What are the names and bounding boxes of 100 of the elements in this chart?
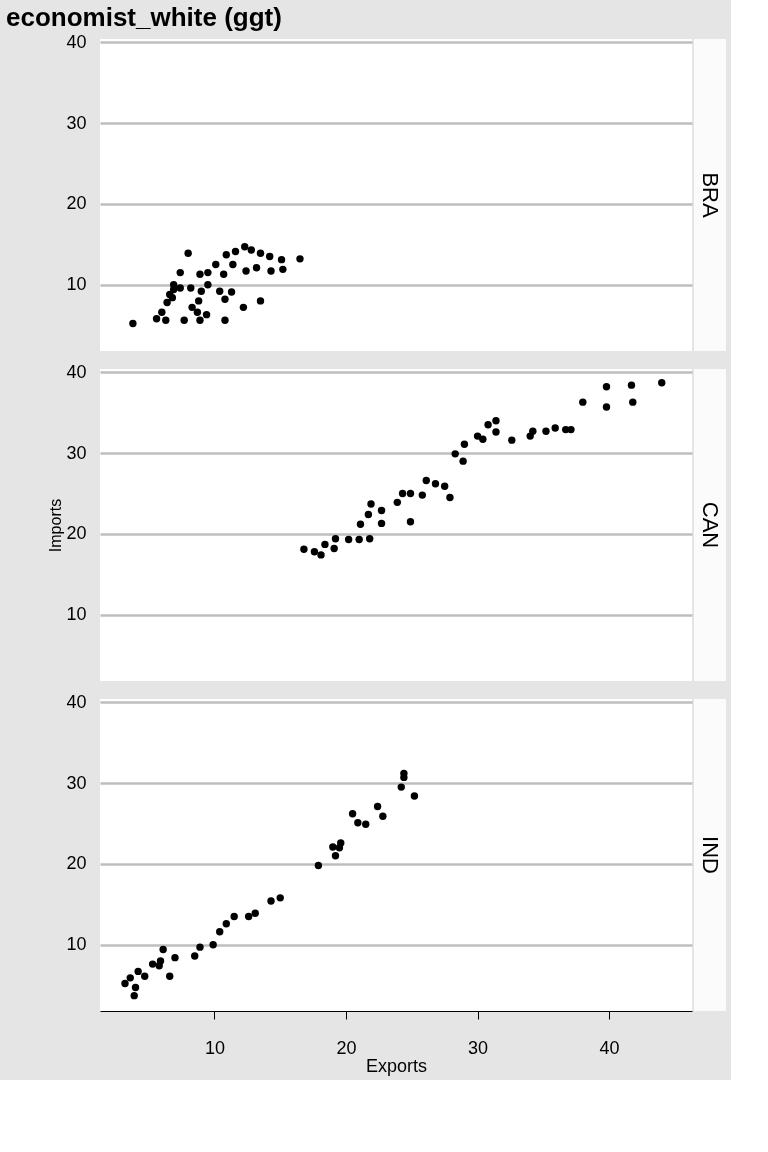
point: [126, 974, 134, 982]
point: [216, 287, 224, 295]
point: [134, 967, 142, 976]
point: [227, 288, 236, 296]
point: [148, 960, 157, 968]
point: [256, 297, 265, 305]
point: [362, 820, 370, 828]
point: [156, 957, 165, 965]
point: [219, 270, 228, 278]
point: [460, 440, 469, 448]
x-tick-label: 20: [336, 1037, 357, 1058]
point: [131, 983, 140, 992]
point: [187, 284, 195, 292]
point: [335, 844, 344, 852]
point: [602, 383, 611, 391]
point: [344, 535, 353, 544]
point: [300, 545, 308, 553]
point: [196, 943, 204, 951]
point: [542, 427, 550, 435]
point: [256, 249, 265, 257]
point: [222, 251, 230, 259]
x-tick-label: 40: [599, 1037, 620, 1058]
point: [247, 246, 255, 254]
point: [331, 535, 340, 543]
point: [129, 319, 137, 328]
y-tick-label: 30: [66, 772, 87, 793]
point: [398, 489, 407, 498]
point: [159, 945, 167, 954]
point: [410, 792, 419, 800]
point: [204, 268, 212, 277]
point: [397, 783, 405, 791]
point: [354, 818, 362, 827]
point: [567, 425, 575, 434]
point: [130, 991, 138, 1000]
y-tick-label: 40: [66, 361, 87, 382]
point: [251, 909, 259, 917]
point: [229, 260, 237, 269]
point: [152, 314, 161, 323]
point: [508, 436, 516, 444]
point: [184, 249, 192, 257]
point: [629, 398, 637, 406]
point: [266, 252, 274, 261]
point: [658, 379, 666, 387]
point: [379, 812, 387, 820]
point: [176, 284, 184, 292]
point: [393, 498, 402, 507]
point: [277, 255, 286, 264]
point: [529, 427, 537, 435]
point: [279, 265, 287, 274]
point: [180, 316, 188, 324]
point: [194, 297, 203, 305]
point: [377, 519, 386, 528]
point: [162, 316, 170, 324]
y-tick-label: 20: [66, 523, 87, 544]
x-tick-label: 30: [468, 1037, 489, 1058]
point: [602, 403, 611, 411]
chart-title: economist_white (ggt): [5, 2, 282, 33]
point: [230, 912, 238, 921]
point: [171, 953, 179, 962]
point: [204, 281, 212, 289]
x-tick-label: 10: [204, 1037, 225, 1058]
point: [222, 920, 230, 928]
point: [202, 310, 211, 319]
point: [373, 802, 382, 811]
point: [221, 316, 229, 324]
text: CAN: [698, 501, 723, 549]
point: [196, 316, 204, 324]
point: [169, 281, 178, 289]
point: [431, 480, 440, 488]
y-tick-label: 40: [66, 691, 87, 712]
point: [241, 243, 249, 251]
point: [377, 506, 386, 515]
point: [484, 421, 492, 429]
point: [242, 267, 250, 275]
x-axis-title: Exports: [365, 1055, 428, 1076]
point: [212, 260, 220, 269]
y-axis-title: Imports: [47, 498, 65, 553]
y-tick-label: 30: [66, 442, 87, 463]
point: [348, 810, 357, 818]
point: [331, 852, 340, 860]
point: [440, 482, 449, 490]
point: [166, 972, 174, 980]
point: [492, 428, 500, 436]
point: [367, 500, 375, 508]
point: [329, 843, 337, 851]
point: [451, 450, 459, 458]
point: [364, 510, 373, 519]
point: [188, 303, 196, 312]
point: [459, 457, 467, 465]
point: [355, 535, 363, 544]
point: [418, 491, 427, 499]
point: [231, 247, 240, 256]
point: [627, 381, 636, 389]
point: [158, 308, 166, 316]
point: [317, 551, 325, 559]
y-tick-label: 10: [66, 604, 87, 625]
point: [191, 952, 199, 960]
point: [321, 540, 329, 549]
point: [216, 928, 224, 936]
point: [296, 255, 304, 263]
